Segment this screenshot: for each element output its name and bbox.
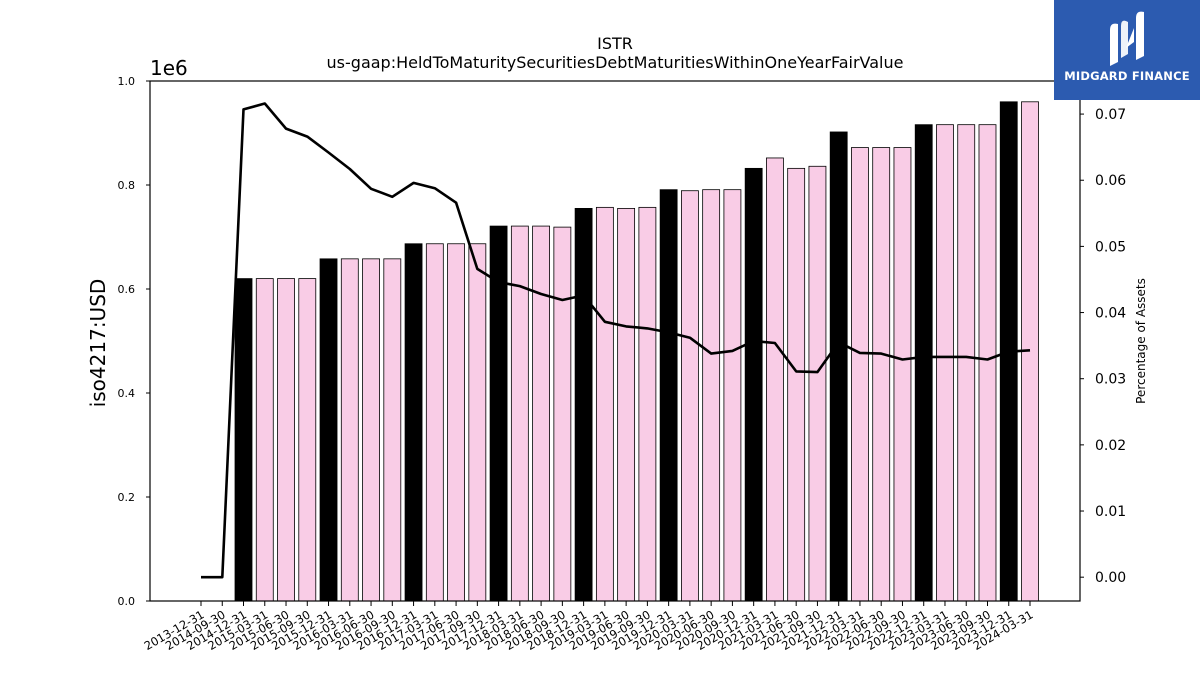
y-tick-label: 1.0 <box>118 75 136 88</box>
bar-2017-09-30 <box>468 243 487 602</box>
bar-2021-03-31 <box>766 157 784 602</box>
y2-tick-label: 0.05 <box>1095 239 1126 255</box>
bar-2020-12-31 <box>744 167 763 602</box>
bar-2022-12-31 <box>914 124 933 602</box>
bar-2015-09-30 <box>298 278 317 602</box>
y2-tick-label: 0.02 <box>1095 438 1126 454</box>
y-tick-label: 0.6 <box>118 283 136 296</box>
logo-text: MIDGARD FINANCE <box>1064 69 1190 83</box>
y-tick-label: 0.8 <box>118 179 136 192</box>
y-axis-offset-label: 1e6 <box>150 56 188 80</box>
bar-2015-06-30 <box>277 278 295 602</box>
bar-2014-12-31 <box>234 278 253 602</box>
axes-layer: 0.0 0.2 0.4 0.6 0.8 1.0 0.00 0.01 0.02 0.03 0.04 0.… <box>118 75 1127 653</box>
y2-tick-label: 0.00 <box>1095 570 1126 586</box>
bar-2022-03-31 <box>851 147 869 602</box>
bar-2017-03-31 <box>425 243 444 602</box>
bar-2016-06-30 <box>362 258 380 602</box>
bar-2022-09-30 <box>893 147 912 602</box>
bar-2019-09-30 <box>638 206 657 602</box>
bar-2022-06-30 <box>872 147 891 602</box>
bar-2018-12-31 <box>574 207 593 602</box>
bar-2020-03-31 <box>680 190 699 602</box>
y2-tick-label: 0.03 <box>1095 372 1126 388</box>
bar-2018-06-30 <box>532 225 551 602</box>
bar-2019-03-31 <box>595 206 614 602</box>
bar-2018-09-30 <box>553 226 572 602</box>
chart-subtitle: us-gaap:HeldToMaturitySecuritiesDebtMatu… <box>327 53 904 72</box>
bar-2016-03-31 <box>340 258 359 602</box>
bar-2020-06-30 <box>702 189 721 602</box>
chart-title: ISTR <box>597 34 633 53</box>
bar-2016-09-30 <box>383 258 402 602</box>
bar-2020-09-30 <box>723 189 742 602</box>
bars-layer <box>234 101 1039 602</box>
y2-axis-label: Percentage of Assets <box>1134 278 1148 404</box>
bar-2015-03-31 <box>255 278 274 602</box>
y-tick-label: 0.4 <box>118 387 136 400</box>
bar-2015-12-31 <box>319 258 338 602</box>
bar-2016-12-31 <box>404 243 423 602</box>
y-tick-label: 0.2 <box>118 491 136 504</box>
midgard-m-logo-icon <box>1110 11 1144 67</box>
bar-2023-09-30 <box>978 124 997 602</box>
y2-tick-label: 0.07 <box>1095 107 1126 123</box>
bar-2018-03-31 <box>510 225 529 602</box>
y-tick-label: 0.0 <box>118 595 136 608</box>
bar-2021-12-31 <box>829 131 848 602</box>
bar-2021-06-30 <box>787 167 806 602</box>
bar-2023-06-30 <box>957 124 976 602</box>
midgard-finance-logo: MIDGARD FINANCE <box>1054 0 1200 100</box>
bar-2019-06-30 <box>617 207 636 602</box>
y2-tick-label: 0.06 <box>1095 173 1126 189</box>
y-axis-label: iso4217:USD <box>86 279 110 408</box>
bar-2017-06-30 <box>447 243 465 602</box>
y2-tick-label: 0.01 <box>1095 504 1126 520</box>
plot-frame <box>149 80 1081 602</box>
bar-2019-12-31 <box>659 189 678 602</box>
bar-2023-03-31 <box>936 124 954 602</box>
y2-tick-label: 0.04 <box>1095 306 1126 322</box>
line-layer <box>201 102 1031 579</box>
bar-2021-09-30 <box>808 165 827 602</box>
percentage-of-assets-line <box>201 102 1031 579</box>
